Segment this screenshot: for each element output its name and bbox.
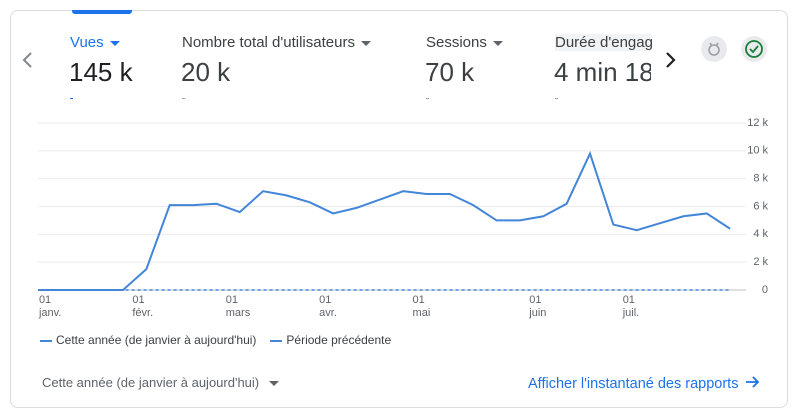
legend-swatch <box>40 340 52 342</box>
x-tick-label: 01 mars <box>225 294 251 319</box>
metric-label[interactable]: Vues <box>70 34 120 51</box>
metric-value: 145 k <box>69 57 133 87</box>
legend-swatch <box>270 340 283 342</box>
link-text: Afficher l'instantané des rapports <box>528 376 739 392</box>
legend-label: Période précédente <box>286 333 392 347</box>
chart: 0 2 k 4 k 6 k 8 k 10 k 12 k <box>38 117 768 296</box>
x-tick-label: 01 janv. <box>38 294 62 319</box>
x-tick-label: 01 avr. <box>319 294 337 319</box>
metric-label[interactable]: Sessions <box>426 34 503 51</box>
y-tick-label: 8 k <box>753 173 768 185</box>
next-arrow[interactable] <box>660 50 680 70</box>
status-icon[interactable] <box>740 35 768 63</box>
metric-dash <box>555 98 558 99</box>
metric-dash <box>182 98 185 99</box>
metric-value: 20 k <box>181 57 231 87</box>
x-tick-label: 01 févr. <box>132 294 154 319</box>
metric-name: Sessions <box>426 34 487 51</box>
metric-dash <box>70 98 73 99</box>
legend-label: Cette année (de janvier à aujourd'hui) <box>56 333 257 347</box>
period-text: Cette année (de janvier à aujourd'hui) <box>42 375 260 390</box>
y-tick-label: 0 <box>762 284 768 296</box>
prev-arrow[interactable] <box>18 50 38 70</box>
x-tick-label: 01 mai <box>412 294 431 319</box>
metric-dash <box>426 98 429 99</box>
metric-name: Vues <box>70 34 104 51</box>
metric-label[interactable]: Durée d'engage <box>555 34 652 51</box>
period-selector[interactable]: Cette année (de janvier à aujourd'hui) <box>42 375 280 390</box>
metric-name: Durée d'engage <box>555 34 652 51</box>
metric-name: Nombre total d'utilisateurs <box>182 34 355 51</box>
card <box>10 10 788 408</box>
series-line <box>38 150 731 291</box>
metric-value: 4 min 18 <box>554 57 651 87</box>
y-tick-label: 4 k <box>753 228 768 240</box>
y-tick-label: 10 k <box>747 145 768 157</box>
y-tick-label: 6 k <box>753 200 768 212</box>
y-tick-label: 12 k <box>747 117 768 129</box>
metric-value: 70 k <box>425 57 475 87</box>
metric-label[interactable]: Nombre total d'utilisateurs <box>182 34 371 51</box>
report-link[interactable]: Afficher l'instantané des rapports <box>528 375 762 392</box>
active-tab-indicator <box>72 10 132 14</box>
insights-icon[interactable] <box>700 35 728 63</box>
x-tick-label: 01 juil. <box>622 294 640 319</box>
x-tick-label: 01 juin <box>529 294 547 319</box>
y-tick-label: 2 k <box>753 256 768 268</box>
